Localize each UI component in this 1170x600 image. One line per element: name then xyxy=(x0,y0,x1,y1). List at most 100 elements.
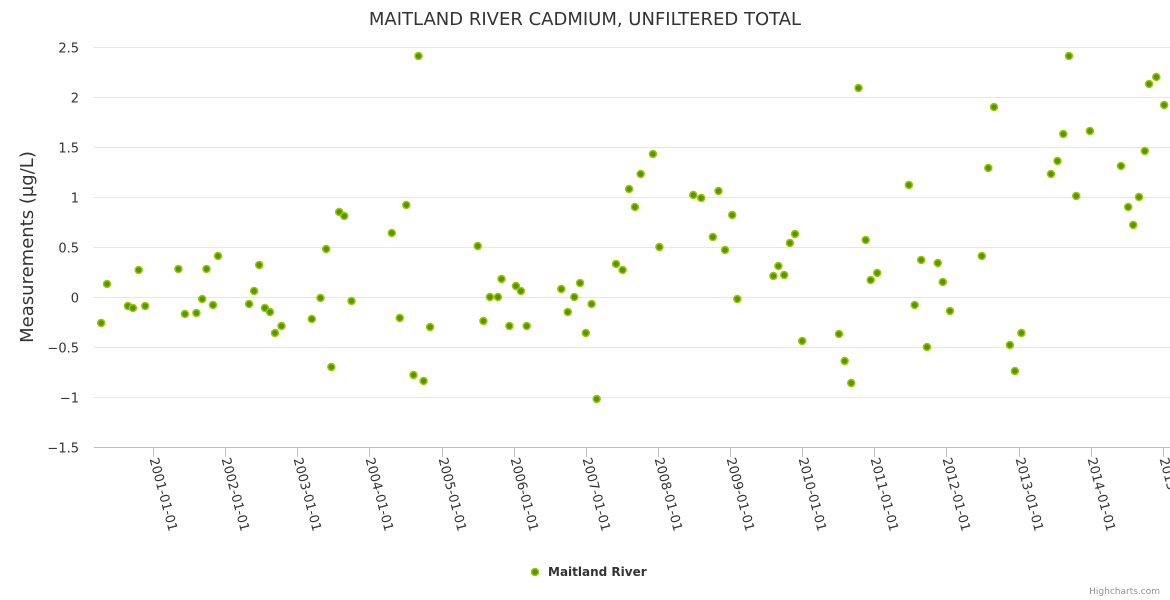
data-point[interactable] xyxy=(834,329,844,339)
data-point[interactable] xyxy=(522,321,531,331)
data-point[interactable] xyxy=(347,296,356,306)
data-point[interactable] xyxy=(1059,129,1068,139)
data-point[interactable] xyxy=(779,270,789,280)
data-point[interactable] xyxy=(277,321,286,331)
data-point[interactable] xyxy=(1071,191,1081,201)
legend-item-maitland-river[interactable]: Maitland River xyxy=(548,565,647,579)
data-point[interactable] xyxy=(708,232,718,242)
data-point[interactable] xyxy=(140,301,150,311)
data-point[interactable] xyxy=(414,51,423,61)
data-point[interactable] xyxy=(1010,366,1020,376)
data-point[interactable] xyxy=(938,277,948,287)
data-point[interactable] xyxy=(1017,328,1026,338)
data-point[interactable] xyxy=(339,211,349,221)
data-point[interactable] xyxy=(479,316,488,326)
data-point[interactable] xyxy=(592,394,601,404)
data-point[interactable] xyxy=(989,102,999,112)
data-point[interactable] xyxy=(249,286,259,296)
data-point[interactable] xyxy=(587,299,596,309)
data-point[interactable] xyxy=(102,279,112,289)
data-point[interactable] xyxy=(774,261,783,271)
data-point[interactable] xyxy=(655,242,664,252)
data-point[interactable] xyxy=(1152,72,1161,82)
data-point[interactable] xyxy=(984,163,993,173)
data-point[interactable] xyxy=(254,260,264,270)
data-point[interactable] xyxy=(720,245,730,255)
data-point[interactable] xyxy=(648,149,658,159)
data-point[interactable] xyxy=(395,313,405,323)
data-point[interactable] xyxy=(96,318,106,328)
data-point[interactable] xyxy=(570,292,579,302)
data-point[interactable] xyxy=(733,294,742,304)
legend[interactable]: Maitland River xyxy=(530,565,647,579)
data-point[interactable] xyxy=(689,190,698,200)
data-point[interactable] xyxy=(485,292,495,302)
data-point[interactable] xyxy=(493,292,503,302)
data-point[interactable] xyxy=(977,251,987,261)
data-point[interactable] xyxy=(581,328,591,338)
data-point[interactable] xyxy=(910,300,919,310)
data-point[interactable] xyxy=(846,378,856,388)
data-point[interactable] xyxy=(192,308,201,318)
data-point[interactable] xyxy=(790,229,800,239)
data-point[interactable] xyxy=(785,238,795,248)
data-point[interactable] xyxy=(327,362,336,372)
data-point[interactable] xyxy=(516,286,526,296)
data-point[interactable] xyxy=(1159,100,1169,110)
data-point[interactable] xyxy=(916,255,926,265)
data-point[interactable] xyxy=(872,268,882,278)
data-point[interactable] xyxy=(244,299,254,309)
data-point[interactable] xyxy=(727,210,737,220)
data-point[interactable] xyxy=(409,370,418,380)
data-point[interactable] xyxy=(854,83,863,93)
data-point[interactable] xyxy=(624,184,634,194)
legend-marker-icon[interactable] xyxy=(530,567,540,577)
data-point[interactable] xyxy=(945,306,955,316)
data-point[interactable] xyxy=(1085,126,1095,136)
data-point[interactable] xyxy=(197,294,207,304)
data-point[interactable] xyxy=(714,186,723,196)
data-point[interactable] xyxy=(425,322,435,332)
data-point[interactable] xyxy=(307,314,317,324)
data-point[interactable] xyxy=(861,235,870,245)
data-point[interactable] xyxy=(505,321,514,331)
data-point[interactable] xyxy=(202,264,211,274)
data-point[interactable] xyxy=(174,264,183,274)
data-point[interactable] xyxy=(316,293,325,303)
data-point[interactable] xyxy=(922,342,932,352)
credits-link[interactable]: Highcharts.com xyxy=(1089,587,1160,597)
data-point[interactable] xyxy=(1144,79,1154,89)
data-point[interactable] xyxy=(402,200,411,210)
data-point[interactable] xyxy=(618,265,627,275)
data-point[interactable] xyxy=(1140,146,1150,156)
data-point[interactable] xyxy=(1116,161,1126,171)
data-point[interactable] xyxy=(208,300,218,310)
data-point[interactable] xyxy=(1064,51,1074,61)
data-point[interactable] xyxy=(387,228,397,238)
data-point[interactable] xyxy=(840,356,849,366)
data-point[interactable] xyxy=(1046,169,1056,179)
data-point[interactable] xyxy=(1053,156,1062,166)
data-point[interactable] xyxy=(180,309,190,319)
data-point[interactable] xyxy=(128,303,138,313)
data-point[interactable] xyxy=(630,202,640,212)
data-point[interactable] xyxy=(904,180,914,190)
data-point[interactable] xyxy=(1134,192,1144,202)
data-point[interactable] xyxy=(1005,340,1015,350)
data-point[interactable] xyxy=(473,241,482,251)
data-point[interactable] xyxy=(866,275,875,285)
data-point[interactable] xyxy=(563,307,573,317)
data-point[interactable] xyxy=(1128,220,1138,230)
data-point[interactable] xyxy=(265,307,275,317)
data-point[interactable] xyxy=(636,169,645,179)
data-point[interactable] xyxy=(1123,202,1133,212)
data-point[interactable] xyxy=(611,259,621,269)
data-point[interactable] xyxy=(270,328,280,338)
data-point[interactable] xyxy=(321,244,331,254)
data-point[interactable] xyxy=(696,193,706,203)
data-point[interactable] xyxy=(557,284,566,294)
data-point[interactable] xyxy=(419,376,428,386)
data-point[interactable] xyxy=(933,258,943,268)
data-point[interactable] xyxy=(769,271,778,281)
data-point[interactable] xyxy=(134,265,143,275)
